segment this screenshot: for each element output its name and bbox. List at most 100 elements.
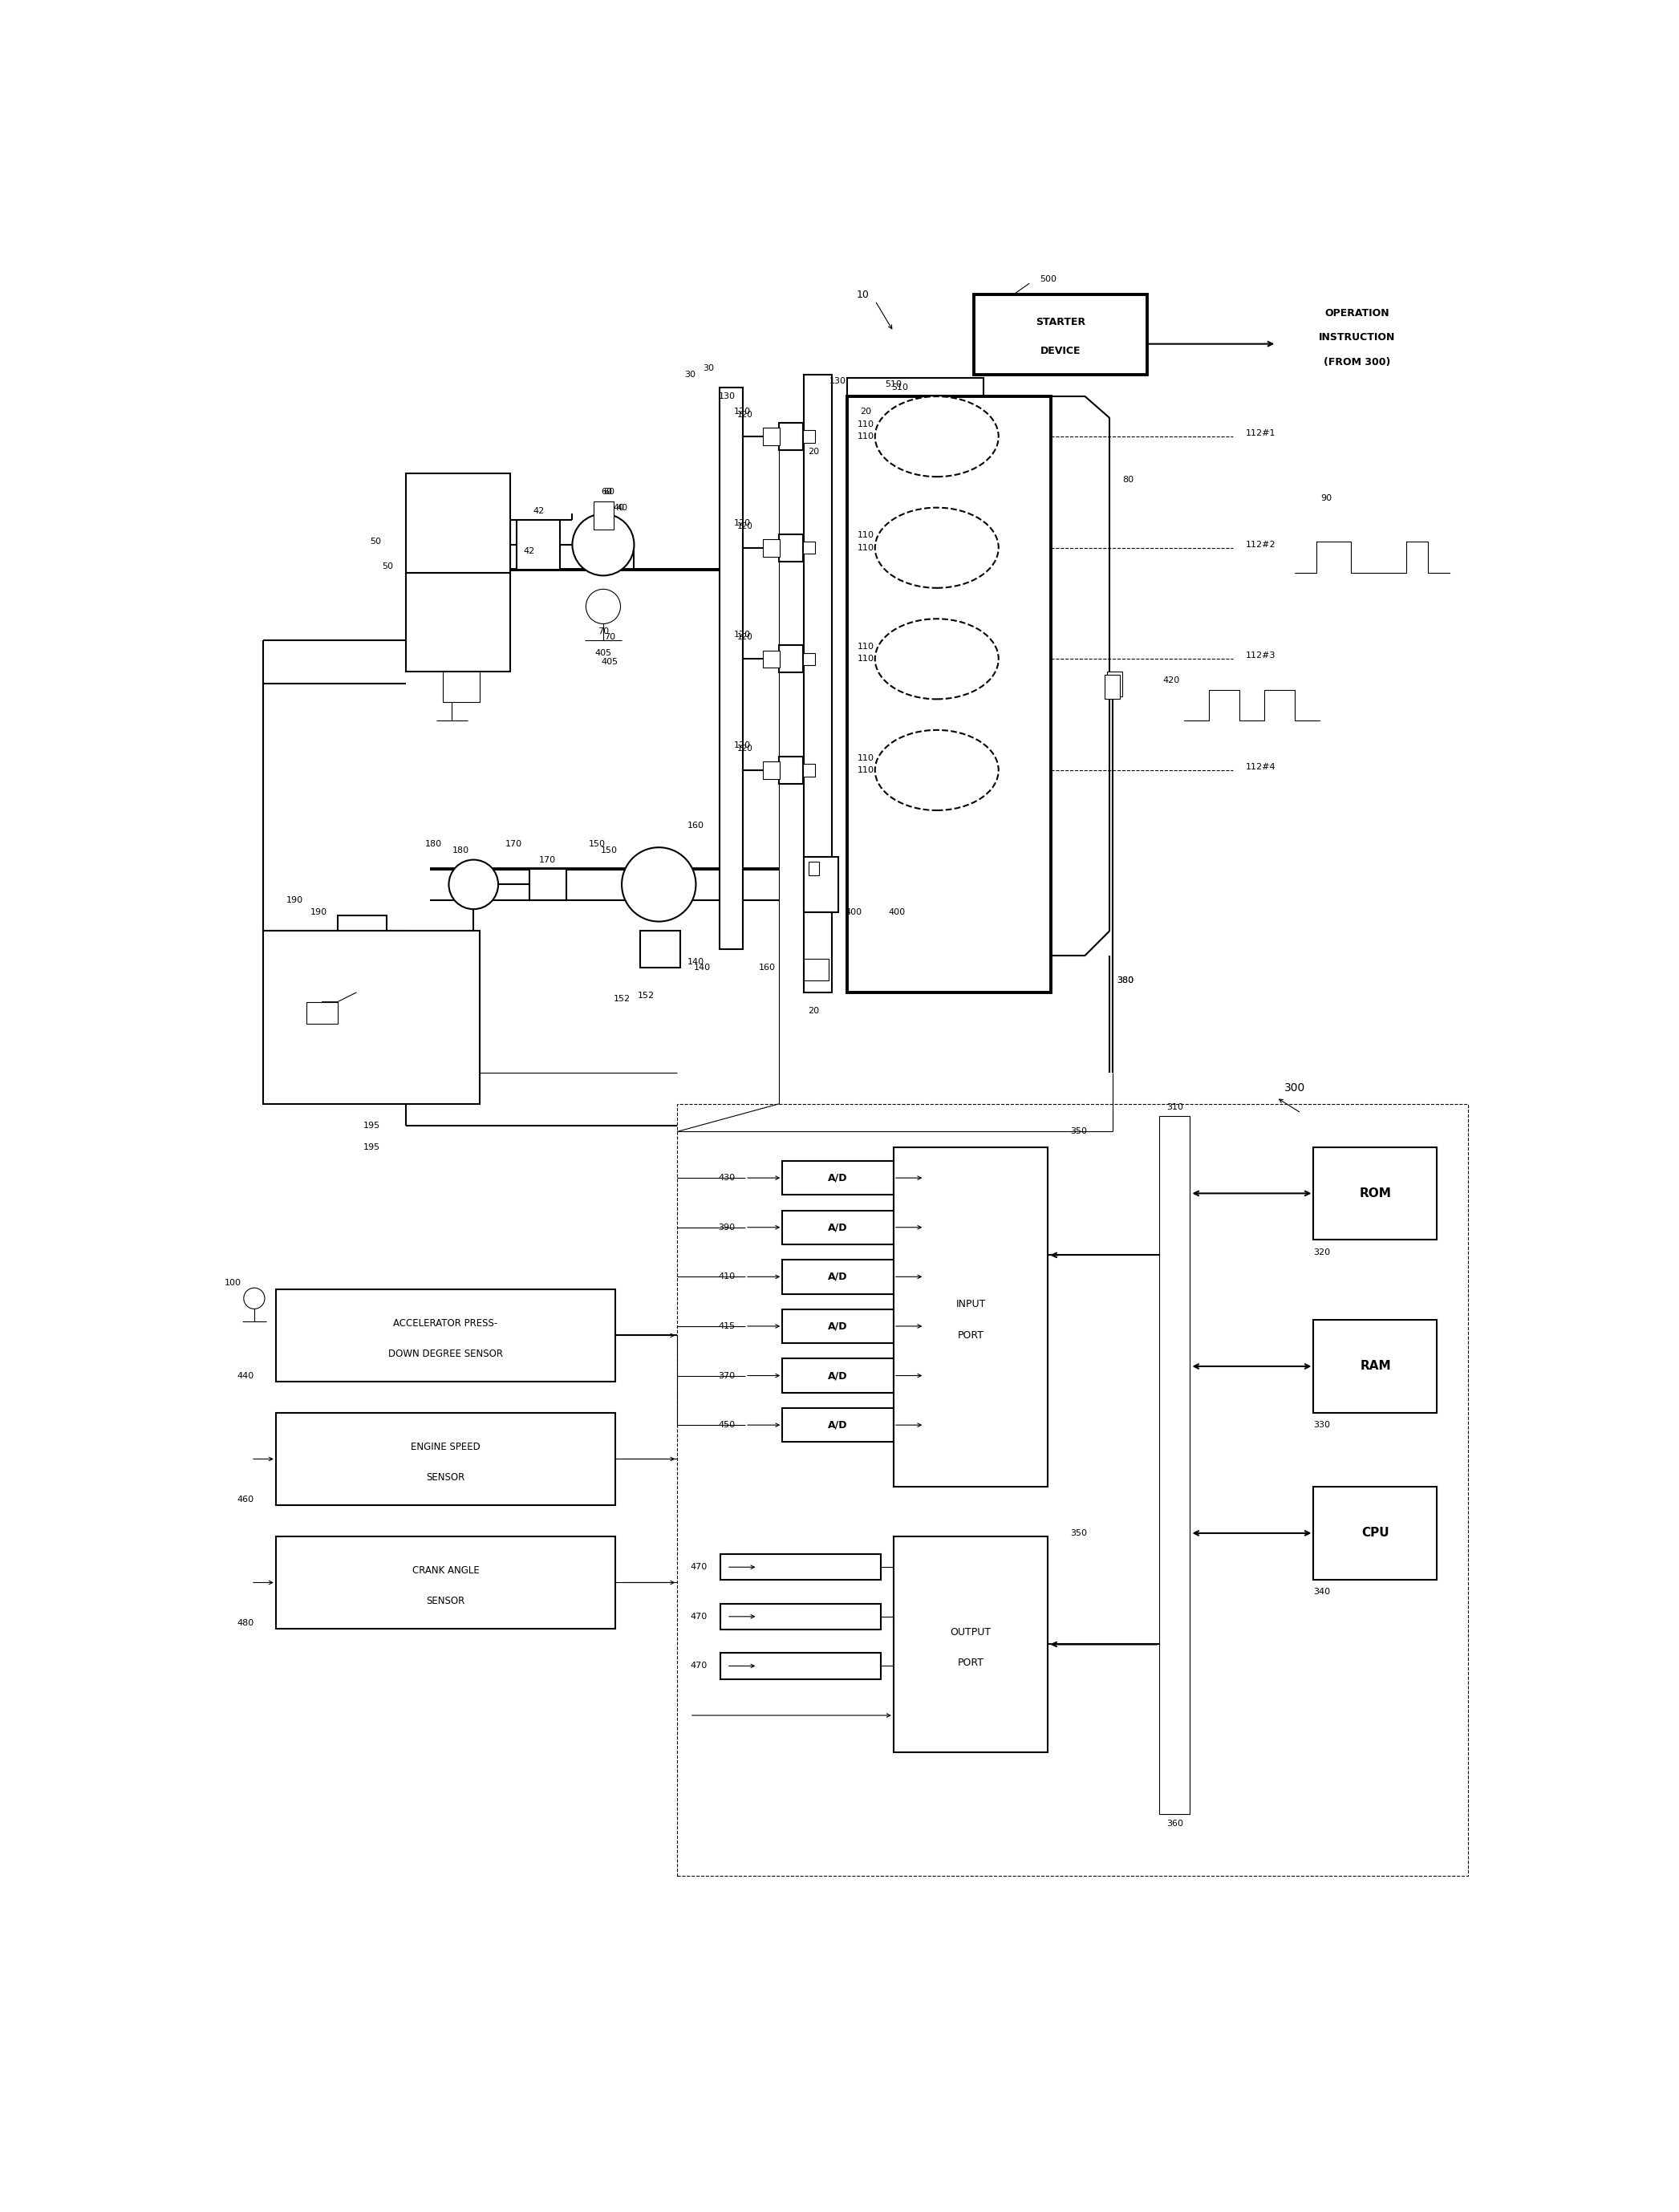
FancyBboxPatch shape [1106,670,1122,697]
Text: 110: 110 [858,531,875,540]
Text: 120: 120 [734,630,751,639]
Text: 110: 110 [858,765,875,774]
Text: 110: 110 [858,420,875,429]
Circle shape [448,860,499,909]
Text: 152: 152 [613,995,630,1002]
Text: A/D: A/D [828,1420,848,1431]
Text: A/D: A/D [828,1321,848,1332]
FancyBboxPatch shape [720,1555,881,1579]
Text: 370: 370 [719,1371,735,1380]
Text: 120: 120 [734,741,751,750]
Text: 150: 150 [601,847,618,854]
FancyBboxPatch shape [803,542,814,553]
Text: 80: 80 [1123,476,1133,484]
Text: 500: 500 [1039,274,1056,283]
FancyBboxPatch shape [803,763,814,776]
Text: 70: 70 [604,633,615,641]
FancyBboxPatch shape [406,573,510,670]
FancyBboxPatch shape [275,1535,616,1628]
FancyBboxPatch shape [782,1210,893,1245]
Text: 110: 110 [858,754,875,761]
Text: OPERATION: OPERATION [1325,307,1389,319]
Text: 20: 20 [860,407,871,416]
FancyBboxPatch shape [803,431,814,442]
FancyBboxPatch shape [406,473,510,573]
FancyBboxPatch shape [893,1148,1048,1486]
FancyBboxPatch shape [517,520,561,568]
Text: DOWN DEGREE SENSOR: DOWN DEGREE SENSOR [388,1349,504,1358]
FancyBboxPatch shape [779,646,803,672]
Circle shape [586,588,621,624]
Text: OUTPUT: OUTPUT [950,1626,991,1637]
Text: 340: 340 [1313,1588,1330,1595]
Text: 40: 40 [613,504,625,511]
Text: 360: 360 [1167,1820,1184,1827]
FancyBboxPatch shape [808,863,819,876]
Text: 190: 190 [285,896,302,905]
Text: 170: 170 [505,841,522,849]
Text: 170: 170 [539,856,556,863]
Text: 160: 160 [687,823,704,830]
Text: 390: 390 [719,1223,735,1232]
Text: INSTRUCTION: INSTRUCTION [1318,332,1395,343]
FancyBboxPatch shape [1159,1117,1190,1814]
FancyBboxPatch shape [1313,1486,1437,1579]
Circle shape [243,1287,265,1310]
Text: PORT: PORT [957,1657,984,1668]
Text: 140: 140 [687,958,705,967]
Text: A/D: A/D [828,1221,848,1232]
Text: 42: 42 [524,546,536,555]
FancyBboxPatch shape [275,1290,616,1382]
Text: 510: 510 [892,383,908,392]
FancyBboxPatch shape [264,931,480,1104]
FancyBboxPatch shape [804,856,838,911]
FancyBboxPatch shape [782,1409,893,1442]
Text: 150: 150 [589,841,606,849]
FancyBboxPatch shape [337,916,388,949]
Text: 180: 180 [425,841,442,849]
Text: 470: 470 [690,1613,707,1621]
FancyBboxPatch shape [529,869,566,900]
Text: ENGINE SPEED: ENGINE SPEED [411,1442,480,1451]
FancyBboxPatch shape [762,427,779,445]
Circle shape [621,847,695,922]
Text: A/D: A/D [828,1371,848,1380]
FancyBboxPatch shape [762,540,779,557]
Ellipse shape [875,619,999,699]
Text: 420: 420 [1164,677,1180,684]
FancyBboxPatch shape [779,533,803,562]
Text: 90: 90 [1320,493,1331,502]
Text: 120: 120 [734,520,751,526]
Circle shape [573,513,635,575]
Text: 120: 120 [737,633,754,641]
Text: 20: 20 [808,449,819,456]
FancyBboxPatch shape [782,1161,893,1194]
Text: 112#2: 112#2 [1246,540,1276,549]
Text: 415: 415 [719,1323,735,1329]
FancyBboxPatch shape [677,1104,1467,1876]
FancyBboxPatch shape [307,1002,337,1024]
Text: DEVICE: DEVICE [1039,345,1081,356]
Text: 350: 350 [1071,1528,1088,1537]
Text: 120: 120 [737,522,754,531]
Text: RAM: RAM [1360,1360,1390,1371]
FancyBboxPatch shape [782,1261,893,1294]
Text: SENSOR: SENSOR [426,1473,465,1482]
Text: 42: 42 [532,507,544,515]
Text: 110: 110 [858,434,875,440]
Text: 110: 110 [858,655,875,664]
Ellipse shape [875,507,999,588]
FancyBboxPatch shape [782,1358,893,1394]
Text: A/D: A/D [828,1172,848,1183]
Text: 350: 350 [1071,1128,1088,1135]
Text: STARTER: STARTER [1036,316,1085,327]
Text: 120: 120 [737,411,754,418]
FancyBboxPatch shape [762,761,779,779]
FancyBboxPatch shape [974,294,1147,374]
Text: 30: 30 [702,365,714,372]
Text: 450: 450 [719,1420,735,1429]
Text: 130: 130 [719,392,735,400]
Text: 152: 152 [638,991,655,1000]
Text: 400: 400 [888,909,905,916]
Text: 410: 410 [719,1272,735,1281]
